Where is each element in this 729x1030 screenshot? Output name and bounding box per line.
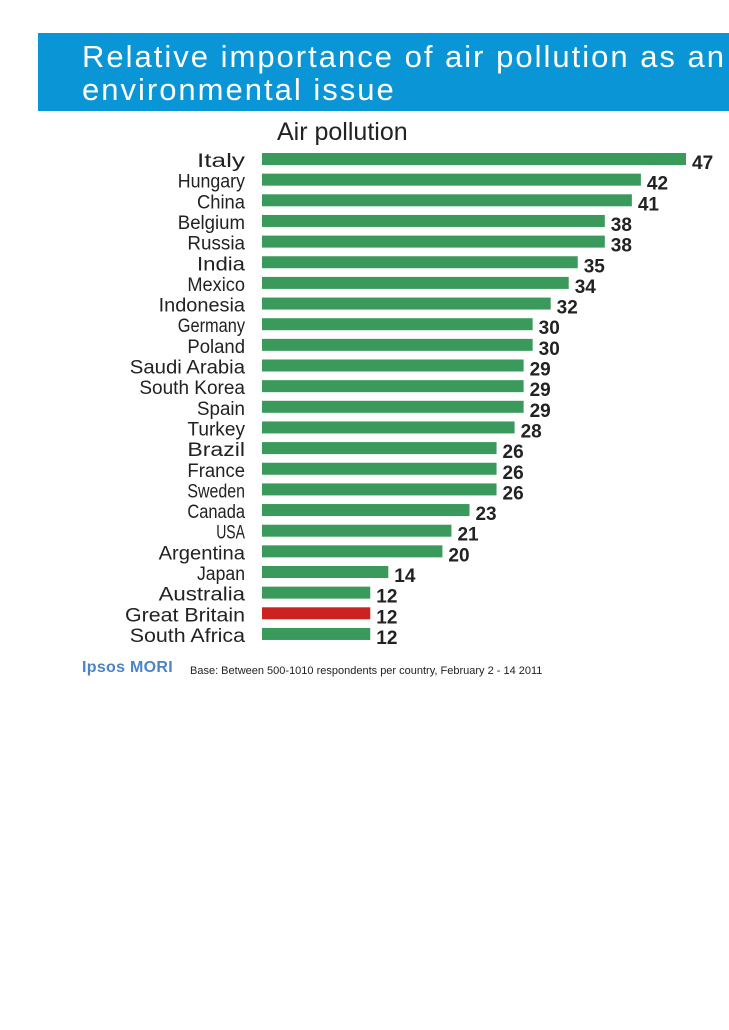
base-note: Base: Between 500-1010 respondents per c…: [190, 665, 543, 677]
value-label: 12: [376, 587, 397, 608]
bar-spain: [262, 400, 524, 413]
value-label: 38: [611, 236, 632, 257]
category-label: Spain: [197, 399, 245, 420]
value-label: 28: [521, 421, 542, 442]
category-label: Saudi Arabia: [130, 358, 246, 379]
value-label: 30: [539, 318, 560, 339]
category-label: Belgium: [178, 213, 245, 234]
bar-russia: [262, 235, 605, 248]
value-label: 14: [394, 566, 416, 587]
bar-sweden: [262, 483, 497, 496]
bar-south-africa: [262, 627, 371, 640]
bar-poland: [262, 338, 533, 351]
page-title: Relative importance of air pollution as …: [82, 39, 727, 107]
value-label: 38: [611, 215, 632, 236]
bar-mexico: [262, 276, 569, 289]
category-label: South Africa: [130, 626, 246, 647]
value-label: 29: [530, 380, 551, 401]
category-label: Argentina: [159, 543, 246, 564]
category-label: South Korea: [139, 378, 245, 399]
category-label: Hungary: [178, 172, 246, 193]
value-label: 12: [376, 628, 397, 649]
category-label: Brazil: [187, 440, 245, 461]
bar-belgium: [262, 214, 605, 227]
bar-usa: [262, 524, 452, 537]
value-label: 30: [539, 339, 560, 360]
value-label: 20: [448, 545, 469, 566]
bar-france: [262, 462, 497, 475]
bar-brazil: [262, 442, 497, 455]
category-label: India: [197, 254, 246, 275]
bar-south-korea: [262, 380, 524, 393]
category-label: China: [197, 192, 245, 213]
bar-germany: [262, 318, 533, 331]
bar-australia: [262, 586, 371, 599]
value-label: 34: [575, 277, 597, 298]
category-label: Japan: [197, 564, 245, 585]
category-label: Mexico: [187, 275, 245, 296]
value-label: 21: [457, 525, 479, 546]
category-label: Great Britain: [125, 605, 245, 626]
value-label: 26: [503, 463, 524, 484]
value-label: 29: [530, 401, 551, 422]
category-label: Indonesia: [159, 296, 246, 317]
bar-hungary: [262, 173, 641, 186]
value-label: 42: [647, 174, 668, 195]
bar-indonesia: [262, 297, 551, 310]
bar-canada: [262, 504, 470, 517]
bar-argentina: [262, 545, 443, 558]
bar-great-britain: [262, 607, 371, 620]
bar-chart: Italy 47 Hungary 42 China 41 Belgium 38 Russia 38…: [125, 151, 713, 649]
category-label: Italy: [197, 151, 246, 172]
category-label: Australia: [159, 585, 246, 606]
ipsos-mori-logo: Ipsos MORI: [82, 659, 174, 676]
category-label: France: [187, 461, 245, 482]
category-label: Canada: [187, 502, 245, 523]
category-label: Sweden: [187, 481, 245, 502]
value-label: 12: [376, 607, 397, 628]
category-label: Germany: [178, 316, 246, 337]
bar-italy: [262, 153, 686, 165]
value-label: 26: [503, 442, 524, 463]
value-label: 35: [584, 256, 606, 277]
value-label: 32: [557, 298, 578, 319]
chart-title: Air pollution: [277, 118, 408, 146]
header-banner: Relative importance of air pollution as …: [38, 33, 729, 111]
bar-india: [262, 256, 578, 269]
value-label: 26: [503, 483, 524, 504]
value-label: 41: [638, 194, 660, 215]
category-label: Poland: [187, 337, 245, 358]
value-label: 23: [475, 504, 496, 525]
category-label: USA: [216, 523, 245, 544]
bar-turkey: [262, 421, 515, 434]
category-label: Turkey: [187, 419, 245, 440]
category-label: Russia: [187, 234, 245, 255]
value-label: 47: [692, 153, 713, 174]
bar-saudi-arabia: [262, 359, 524, 372]
bar-china: [262, 194, 632, 207]
value-label: 29: [530, 360, 551, 381]
bar-japan: [262, 566, 389, 578]
